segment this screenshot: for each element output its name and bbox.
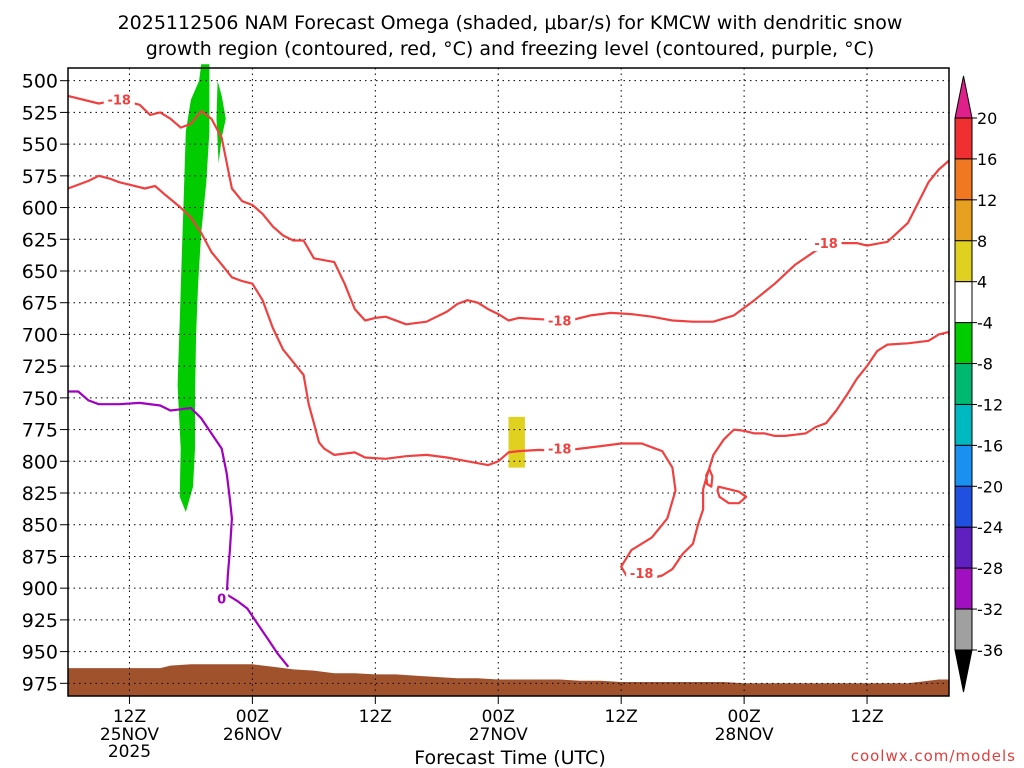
y-tick-label: 850 (22, 515, 58, 537)
contour-layer (67, 94, 950, 668)
colorbar-tick-label: 16 (977, 150, 997, 169)
y-tick-label: 825 (22, 483, 58, 505)
y-axis: 500 525 550 575 600 625 650 675 700 725 750 775 800 8… (22, 71, 68, 695)
x-tick-date: 25NOV (100, 725, 159, 745)
x-tick-date: 26NOV (223, 725, 282, 745)
contour-minus18-west (67, 174, 950, 581)
contour-label: 0 (217, 592, 226, 607)
y-tick-label: 900 (22, 578, 58, 600)
colorbar-tick-label: -20 (977, 477, 1003, 496)
contour-label: -18 (630, 567, 654, 582)
plot-frame (67, 67, 950, 697)
omega-area-yellow (508, 416, 525, 468)
contour-minus18 (67, 94, 950, 326)
grid-layer (68, 68, 949, 696)
x-tick-label: 00Z (727, 707, 760, 727)
y-tick-label: 500 (22, 71, 58, 93)
y-tick-label: 725 (22, 356, 58, 378)
colorbar-segment (954, 363, 973, 405)
colorbar-tick-label: -8 (977, 355, 993, 374)
x-axis-label: Forecast Time (UTC) (414, 747, 605, 768)
x-tick-label: 12Z (359, 707, 392, 727)
x-tick-label: 00Z (482, 707, 515, 727)
x-tick-date: 28NOV (715, 725, 774, 745)
contour-minus12-loop (705, 467, 714, 488)
y-tick-label: 700 (22, 324, 58, 346)
contour-minus12-loop2 (716, 485, 748, 505)
chart-title-line2: growth region (contoured, red, °C) and f… (146, 38, 875, 60)
y-tick-label: 775 (22, 420, 58, 442)
y-tick-label: 575 (22, 166, 58, 188)
x-tick-label: 12Z (605, 707, 638, 727)
chart-title-line1: 2025112506 NAM Forecast Omega (shaded, μ… (118, 12, 903, 34)
y-tick-label: 750 (22, 388, 58, 410)
y-tick-label: 950 (22, 642, 58, 664)
y-tick-label: 875 (22, 546, 58, 568)
contour-label-bg (544, 440, 576, 457)
colorbar-tick-label: -36 (977, 641, 1003, 660)
colorbar-tick-label: -4 (977, 314, 993, 333)
colorbar-bottom-arrow (954, 649, 973, 693)
terrain-layer (68, 664, 949, 696)
colorbar-tick-label: -28 (977, 559, 1003, 578)
omega-area-green-small (216, 80, 226, 164)
y-tick-label: 650 (22, 261, 58, 283)
colorbar-segment (954, 403, 973, 446)
colorbar-tick-label: 8 (977, 232, 987, 251)
contour-label-bg (544, 312, 576, 329)
y-tick-label: 625 (22, 229, 58, 251)
contour-label-bg (810, 235, 842, 252)
colorbar-tick-label: -16 (977, 436, 1003, 455)
terrain-surface (68, 664, 949, 696)
colorbar-tick-label: -24 (977, 518, 1003, 537)
contour-label: -18 (814, 237, 838, 252)
y-tick-label: 800 (22, 451, 58, 473)
plot-background (68, 68, 949, 696)
colorbar-tick-label: -12 (977, 395, 1003, 414)
contour-label-bg (215, 590, 229, 607)
colorbar-segment (954, 117, 973, 160)
colorbar-segment (954, 158, 973, 201)
contour-label-bg (103, 91, 135, 108)
contour-label-bg (626, 564, 658, 581)
x-tick-label: 12Z (850, 707, 883, 727)
colorbar-tick-label: -32 (977, 600, 1003, 619)
y-tick-label: 525 (22, 102, 58, 124)
colorbar-top-arrow (954, 75, 973, 119)
colorbar-segment (954, 322, 973, 365)
colorbar-segment (954, 567, 973, 610)
colorbar-segment (954, 199, 973, 242)
x-tick-label: 12Z (113, 707, 146, 727)
contour-label: -18 (548, 443, 572, 458)
contour-label: -18 (548, 314, 572, 329)
colorbar-tick-label: 20 (977, 109, 997, 128)
y-tick-label: 975 (22, 673, 58, 695)
x-tick-date: 27NOV (469, 725, 528, 745)
colorbar-segment (954, 240, 973, 283)
x-tick-year: 2025 (108, 742, 151, 762)
colorbar-segment (954, 526, 973, 569)
y-tick-label: 550 (22, 134, 58, 156)
contour-label: -18 (107, 94, 131, 109)
y-tick-label: 675 (22, 293, 58, 315)
y-tick-label: 600 (22, 198, 58, 220)
colorbar: 20 16 12 8 4 -4 -8 -12 -16 -20 -24 -28 -32 -36 (954, 75, 1003, 693)
y-tick-label: 925 (22, 610, 58, 632)
colorbar-segment (954, 608, 973, 651)
colorbar-tick-label: 4 (977, 273, 987, 292)
credit-text: coolwx.com/models (851, 747, 1016, 765)
contour-label-layer: -18 -18 -18 -18 -18 0 (103, 91, 842, 607)
colorbar-segment (954, 485, 973, 528)
x-tick-label: 00Z (236, 707, 269, 727)
freezing-level (68, 390, 290, 668)
colorbar-segment (954, 444, 973, 487)
colorbar-tick-label: 12 (977, 191, 997, 210)
colorbar-segment (954, 281, 973, 324)
plot-area: -18 -18 -18 -18 -18 0 (67, 64, 950, 697)
